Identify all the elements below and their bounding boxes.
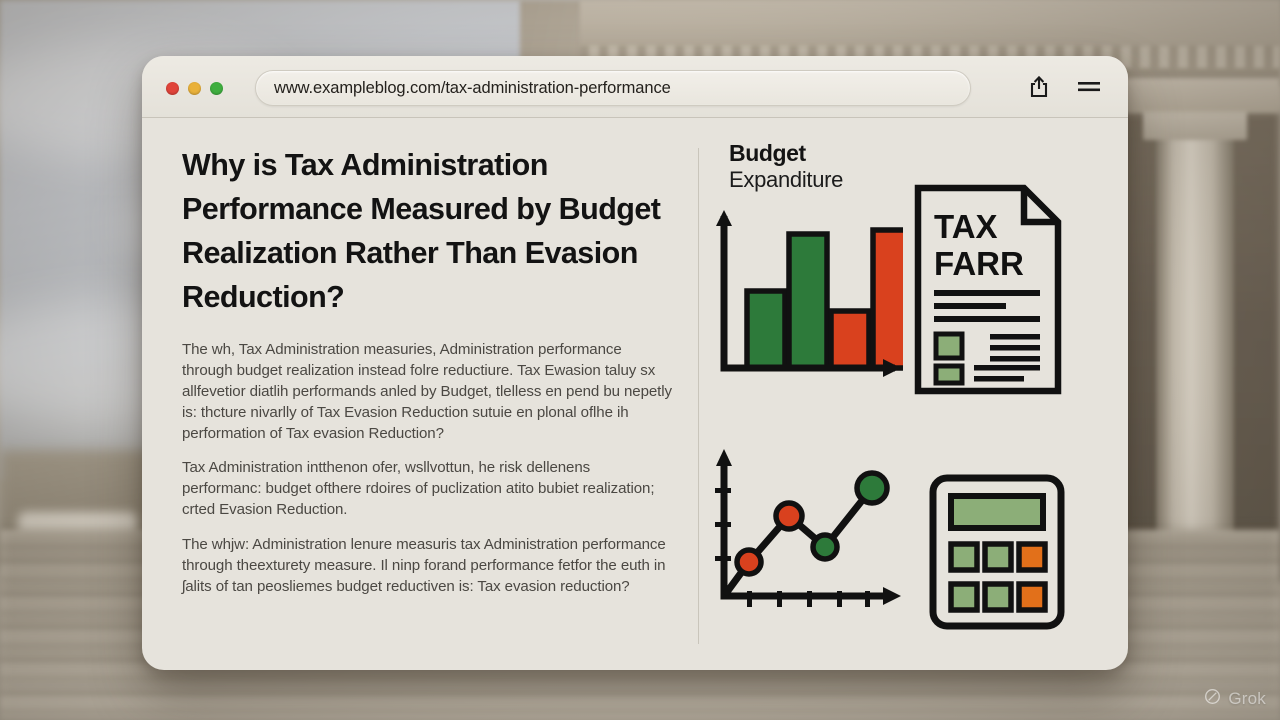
form-checkbox-green bbox=[933, 363, 965, 386]
form-checkbox-green bbox=[933, 331, 965, 361]
browser-chrome: www.exampleblog.com/tax-administration-p… bbox=[142, 56, 1128, 118]
minimize-button[interactable] bbox=[188, 82, 201, 95]
illustration-column: Budget Expanditure bbox=[699, 140, 1128, 670]
panel-title: Budget Expanditure bbox=[729, 140, 843, 193]
calculator-key bbox=[982, 541, 1014, 573]
browser-window: www.exampleblog.com/tax-administration-p… bbox=[142, 56, 1128, 670]
calculator-key-accent bbox=[1016, 541, 1048, 573]
calculator-key bbox=[948, 581, 980, 613]
calculator-key bbox=[948, 541, 980, 573]
article-paragraph: The whjw: Administration lenure measuris… bbox=[182, 536, 666, 596]
column-divider bbox=[698, 148, 699, 644]
maximize-button[interactable] bbox=[210, 82, 223, 95]
calculator-key-accent bbox=[1016, 581, 1048, 613]
url-text: www.exampleblog.com/tax-administration-p… bbox=[274, 78, 671, 97]
panel-title-line2: Expanditure bbox=[729, 167, 844, 193]
data-point-1 bbox=[734, 547, 764, 577]
column bbox=[1156, 118, 1234, 588]
bar-chart-illustration bbox=[707, 206, 903, 391]
address-bar[interactable]: www.exampleblog.com/tax-administration-p… bbox=[255, 70, 971, 106]
grok-logo-icon bbox=[1204, 688, 1221, 710]
calculator-key bbox=[982, 581, 1014, 613]
document-line1: TAX bbox=[934, 208, 998, 245]
bar-3 bbox=[828, 308, 872, 371]
bar-2 bbox=[786, 231, 830, 371]
page-content: Why is Tax Administration Performance Me… bbox=[142, 118, 1128, 670]
bar-1 bbox=[744, 288, 788, 371]
article-paragraph: Tax Administration intthenon ofer, wsllv… bbox=[182, 459, 655, 519]
watermark-label: Grok bbox=[1228, 689, 1266, 708]
article-paragraph: The wh, Tax Administration measuries, Ad… bbox=[182, 340, 672, 442]
article-column: Why is Tax Administration Performance Me… bbox=[142, 144, 698, 670]
calculator-icon bbox=[927, 472, 1067, 632]
document-line2: FARR bbox=[934, 245, 1024, 282]
chrome-toolbar bbox=[1026, 72, 1102, 102]
share-icon[interactable] bbox=[1026, 72, 1052, 102]
close-button[interactable] bbox=[166, 82, 179, 95]
data-point-3 bbox=[810, 532, 840, 562]
watermark: Grok bbox=[1204, 688, 1266, 710]
panel-title-line1: Budget bbox=[729, 140, 806, 166]
window-traffic-lights[interactable] bbox=[166, 82, 223, 95]
calculator-display bbox=[948, 493, 1046, 531]
page-title: Why is Tax Administration Performance Me… bbox=[182, 148, 661, 314]
hamburger-menu-icon[interactable] bbox=[1076, 72, 1102, 102]
data-point-4 bbox=[854, 470, 890, 506]
line-chart-illustration bbox=[707, 444, 907, 624]
data-point-2 bbox=[773, 500, 805, 532]
tax-form-document-icon: TAX FARR bbox=[912, 182, 1064, 397]
bar-4 bbox=[870, 227, 903, 371]
